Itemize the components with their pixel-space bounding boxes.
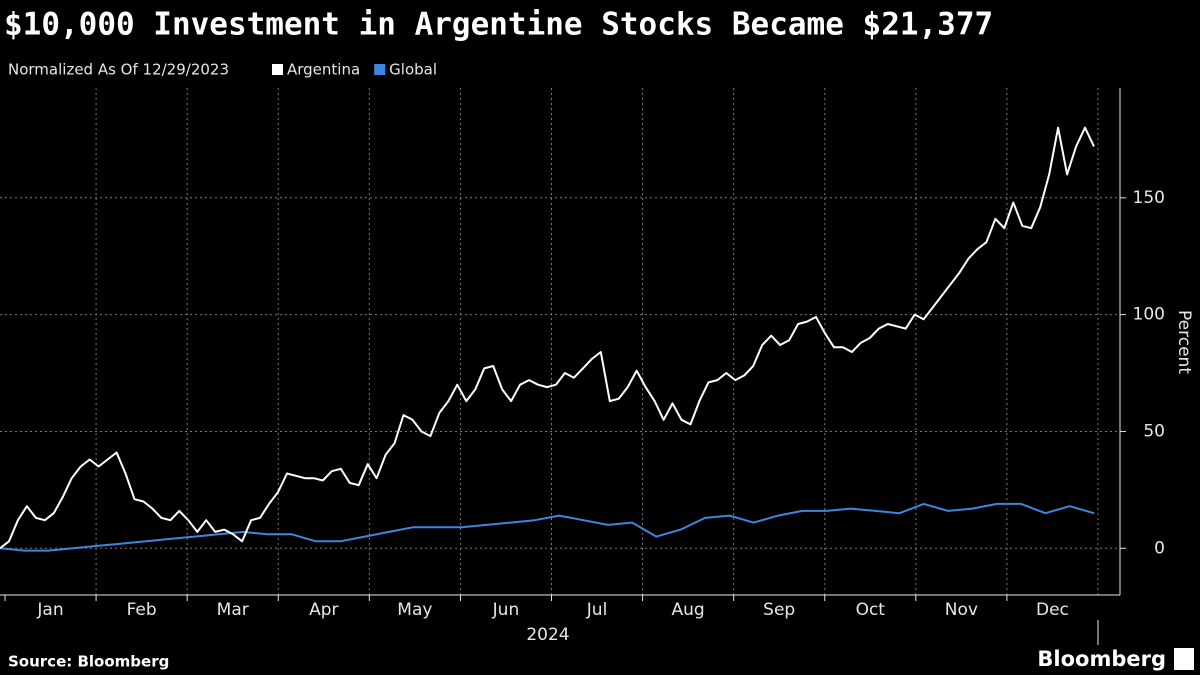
legend-label: Global <box>389 61 437 79</box>
subtitle: Normalized As Of 12/29/2023 <box>8 61 229 79</box>
x-tick-label: Dec <box>1036 600 1069 620</box>
line-global <box>0 502 1095 552</box>
x-tick-label: Nov <box>945 600 978 620</box>
x-tick-label: Oct <box>856 600 886 620</box>
chart-title: $10,000 Investment in Argentine Stocks B… <box>4 7 993 43</box>
x-tick-label: Mar <box>217 600 249 620</box>
legend-swatch <box>272 64 283 75</box>
y-tick-label: 100 <box>1133 305 1165 325</box>
x-tick-label: Feb <box>127 600 157 620</box>
source: Source: Bloomberg <box>8 653 169 671</box>
y-tick-label: 50 <box>1143 421 1165 441</box>
x-tick-label: Apr <box>309 600 338 620</box>
grid <box>0 88 1120 595</box>
brand-icon <box>1174 648 1194 670</box>
legend-label: Argentina <box>287 61 360 79</box>
x-tick-label: Jan <box>36 600 63 620</box>
x-tick-label: Jul <box>586 600 608 620</box>
y-axis-title: Percent <box>1174 310 1194 374</box>
brand: Bloomberg <box>1037 647 1166 671</box>
x-tick-label: Aug <box>672 600 705 620</box>
legend: Argentina Global <box>272 61 437 79</box>
x-tick-label: May <box>397 600 432 620</box>
line-argentina <box>0 126 1095 550</box>
x-tick-label: Sep <box>763 600 795 620</box>
y-tick-label: 0 <box>1154 538 1165 558</box>
x-axis-year: 2024 <box>526 625 569 645</box>
legend-swatch <box>374 64 386 75</box>
y-tick-label: 150 <box>1133 188 1165 208</box>
x-tick-label: Jun <box>492 600 520 620</box>
